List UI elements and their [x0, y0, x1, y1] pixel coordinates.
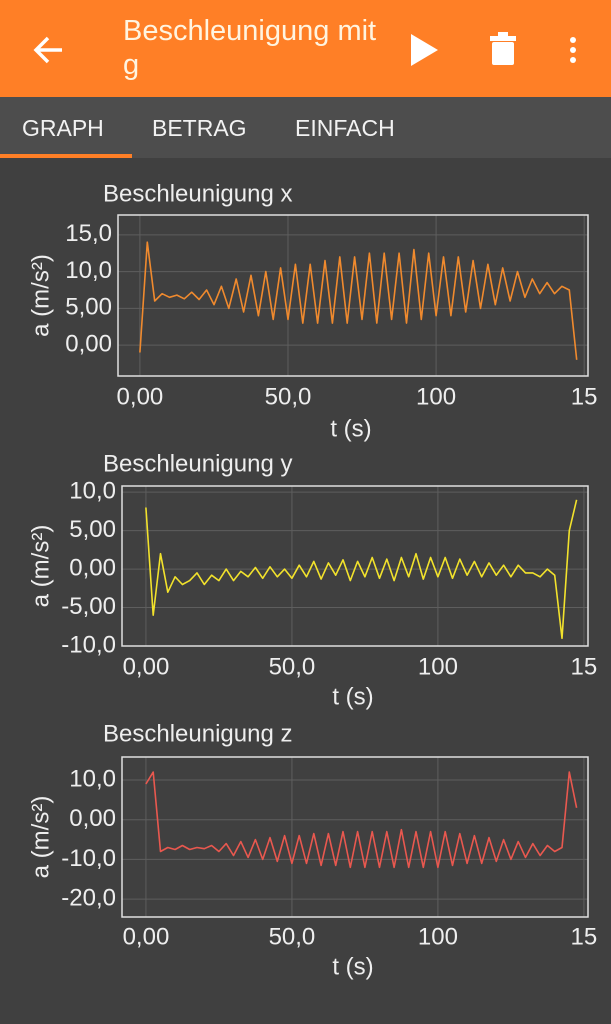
- data-line: [145, 771, 578, 869]
- tab-indicator: [0, 154, 132, 158]
- y-tick-label: 0,00: [69, 554, 116, 581]
- plot-frame: [121, 485, 589, 647]
- x-tick-label: 0,00: [123, 653, 170, 680]
- y-axis-label: a (m/s²): [27, 254, 54, 337]
- x-tick-label: 15: [571, 383, 598, 410]
- tab[interactable]: EINFACH: [295, 115, 395, 141]
- data-line: [145, 499, 578, 640]
- y-axis-label: a (m/s²): [27, 525, 54, 608]
- menu-button[interactable]: [570, 37, 576, 63]
- chart-title: Beschleunigung x: [103, 180, 292, 207]
- y-tick-label: -20,0: [61, 884, 116, 911]
- x-axis-label: t (s): [332, 683, 373, 710]
- data-line: [139, 241, 578, 360]
- app-bar-icons: [33, 32, 576, 66]
- x-tick-label: 50,0: [269, 923, 316, 950]
- app-bar: Beschleunigung mit g: [0, 0, 611, 97]
- y-tick-label: 10,0: [69, 477, 116, 504]
- y-tick-label: 0,00: [69, 805, 116, 832]
- x-axis-label: t (s): [332, 953, 373, 980]
- y-tick-label: 15,0: [65, 220, 112, 247]
- tab-bar: GRAPH BETRAG EINFACH: [0, 97, 611, 158]
- x-tick-label: 0,00: [117, 383, 164, 410]
- tab[interactable]: BETRAG: [152, 115, 247, 141]
- plot-frame: [121, 756, 589, 918]
- x-tick-label: 100: [418, 923, 458, 950]
- y-tick-label: -10,0: [61, 631, 116, 658]
- y-tick-label: -10,0: [61, 845, 116, 872]
- y-tick-label: 5,00: [69, 516, 116, 543]
- back-button[interactable]: [33, 36, 62, 64]
- chart-title: Beschleunigung z: [103, 720, 292, 747]
- x-tick-label: 100: [416, 383, 456, 410]
- x-tick-label: 15: [571, 923, 598, 950]
- chart-title: Beschleunigung y: [103, 450, 292, 477]
- plot-frame: [117, 214, 589, 377]
- y-tick-label: 0,00: [65, 330, 112, 357]
- y-axis-label: a (m/s²): [27, 796, 54, 879]
- app-title: Beschleunigung mit g: [123, 15, 377, 81]
- y-tick-label: 5,00: [65, 294, 112, 321]
- x-tick-label: 0,00: [123, 923, 170, 950]
- y-tick-label: 10,0: [69, 765, 116, 792]
- x-tick-label: 50,0: [265, 383, 312, 410]
- x-axis-label: t (s): [330, 415, 371, 442]
- x-tick-label: 50,0: [269, 653, 316, 680]
- y-tick-label: -5,00: [61, 593, 116, 620]
- play-button[interactable]: [411, 34, 438, 66]
- tab[interactable]: GRAPH: [22, 115, 104, 141]
- y-tick-label: 10,0: [65, 257, 112, 284]
- x-tick-label: 15: [571, 653, 598, 680]
- x-tick-label: 100: [418, 653, 458, 680]
- delete-button[interactable]: [490, 32, 516, 65]
